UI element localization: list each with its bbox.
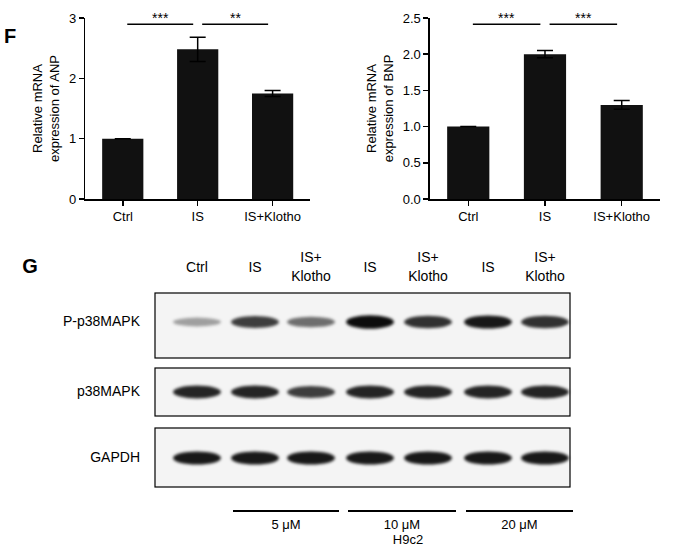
svg-text:10 μM: 10 μM: [384, 517, 420, 532]
svg-text:Klotho: Klotho: [525, 268, 565, 284]
svg-text:***: ***: [498, 10, 515, 26]
svg-text:IS: IS: [539, 209, 552, 224]
svg-text:2.0: 2.0: [403, 47, 421, 62]
svg-text:5 μM: 5 μM: [271, 517, 300, 532]
svg-text:G: G: [22, 255, 38, 277]
svg-text:20 μM: 20 μM: [501, 517, 537, 532]
svg-text:2: 2: [69, 71, 76, 86]
svg-text:1: 1: [69, 131, 76, 146]
svg-text:Klotho: Klotho: [408, 268, 448, 284]
svg-text:Ctrl: Ctrl: [113, 209, 133, 224]
svg-text:2.5: 2.5: [403, 11, 421, 26]
svg-text:Ctrl: Ctrl: [458, 209, 478, 224]
svg-text:Relative mRNAexpression of BNP: Relative mRNAexpression of BNP: [364, 55, 396, 163]
svg-text:Ctrl: Ctrl: [186, 259, 208, 275]
svg-text:3: 3: [69, 11, 76, 26]
svg-text:IS: IS: [192, 209, 205, 224]
svg-text:IS+Klotho: IS+Klotho: [593, 209, 650, 224]
svg-text:***: ***: [575, 10, 592, 26]
svg-text:0.5: 0.5: [403, 155, 421, 170]
svg-text:IS+: IS+: [417, 249, 438, 265]
svg-text:1.0: 1.0: [403, 119, 421, 134]
svg-text:p38MAPK: p38MAPK: [77, 383, 141, 399]
svg-text:Klotho: Klotho: [291, 268, 331, 284]
svg-text:IS+: IS+: [300, 249, 321, 265]
svg-text:IS+: IS+: [534, 249, 555, 265]
svg-text:**: **: [230, 10, 241, 26]
svg-text:Relative mRNAexpression of ANP: Relative mRNAexpression of ANP: [30, 55, 62, 162]
svg-text:IS: IS: [363, 259, 376, 275]
svg-text:0: 0: [69, 192, 76, 207]
svg-text:IS+Klotho: IS+Klotho: [244, 209, 301, 224]
svg-text:IS: IS: [248, 259, 261, 275]
svg-text:0.0: 0.0: [403, 192, 421, 207]
svg-text:GAPDH: GAPDH: [90, 449, 140, 465]
svg-text:IS: IS: [481, 259, 494, 275]
svg-text:P-p38MAPK: P-p38MAPK: [63, 313, 141, 329]
svg-text:H9c2: H9c2: [393, 532, 423, 547]
svg-text:***: ***: [152, 10, 169, 26]
svg-text:F: F: [4, 25, 16, 47]
svg-text:1.5: 1.5: [403, 83, 421, 98]
